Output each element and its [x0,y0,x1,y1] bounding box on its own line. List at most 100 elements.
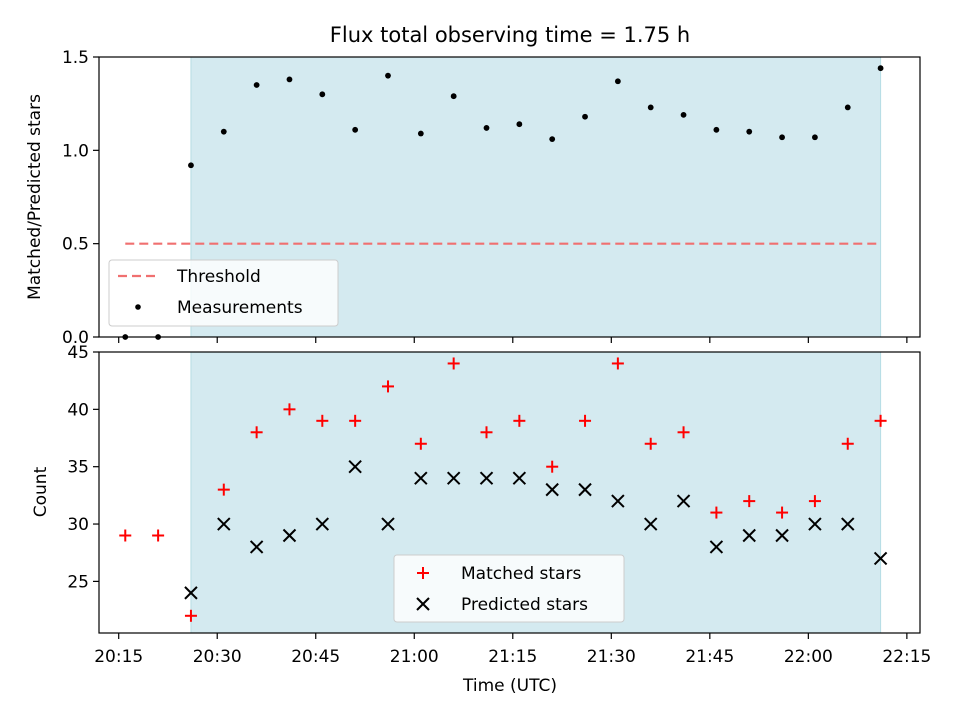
matched-star-point [677,426,690,439]
matched-star-point [808,495,821,508]
matched-star-point [644,437,657,450]
legend-measurements-swatch [135,304,141,310]
matched-star-point [579,414,592,427]
matched-star-point [546,460,559,473]
legend-measurements-label: Measurements [177,298,303,318]
top-y-axis-label: Matched/Predicted stars [25,94,45,300]
predicted-star-point [282,528,297,543]
matched-star-point [283,403,296,416]
y-tick-label: 1.5 [62,48,89,68]
x-tick-label: 21:30 [587,647,636,667]
y-tick-label: 25 [67,572,89,592]
x-tick-label: 21:45 [685,647,734,667]
matched-star-point [381,380,394,393]
bottom-y-axis-label: Count [31,466,51,517]
top-axes-frame [98,56,921,338]
measurement-point [877,65,884,72]
matched-star-point [513,414,526,427]
y-tick-label: 0.0 [62,328,89,348]
x-tick-label: 21:00 [390,647,439,667]
measurement-point [516,121,523,128]
measurement-point [812,134,818,141]
count-points [119,357,888,622]
predicted-star-point [512,471,527,485]
predicted-star-point [709,540,724,554]
legend-matched-label: Matched stars [461,564,581,584]
predicted-star-point [414,471,428,485]
predicted-star-point [348,459,362,474]
measurement-point [779,134,785,141]
matched-star-point [611,357,624,370]
bottom-legend: Matched stars Predicted stars [393,554,625,623]
matched-star-point [710,506,723,519]
measurement-point [549,136,556,143]
matched-star-point [217,483,230,496]
bottom-y-ticks: 25 30 35 40 45 [67,343,99,592]
measurement-point [253,82,260,88]
x-tick-label: 21:15 [488,647,537,667]
measurement-point [286,76,293,83]
measurement-point [680,111,687,118]
measurement-point [188,162,194,169]
measurement-point [417,130,424,137]
measurement-point [746,128,753,135]
y-tick-label: 40 [67,400,89,420]
predicted-star-point [249,540,264,554]
bottom-legend-box [393,554,625,623]
x-tick-label: 22:00 [784,647,833,667]
predicted-star-point [808,517,822,531]
measurement-point [220,128,227,135]
top-y-ticks: 0.0 0.5 1.0 1.5 [62,48,99,348]
x-tick-label: 22:15 [882,647,931,667]
measurement-point [450,93,457,100]
x-tick-label: 20:45 [291,647,340,667]
predicted-star-point [873,551,888,566]
matched-star-point [776,506,789,519]
predicted-star-point [217,517,231,531]
bottom-axes-frame [98,351,921,634]
y-tick-label: 1.0 [62,141,89,161]
measurement-point [483,125,490,131]
measurement-point [352,126,359,133]
y-tick-label: 45 [67,343,89,363]
predicted-star-point [184,586,198,600]
matched-star-point [841,437,854,450]
legend-threshold-label: Threshold [176,267,261,287]
top-legend-box [108,259,339,327]
chart-title: Flux total observing time = 1.75 h [330,23,690,47]
matched-star-point [743,495,756,508]
measurement-point [319,91,326,98]
predicted-star-point [742,528,756,543]
x-tick-label: 20:15 [94,647,143,667]
measurement-point [614,78,621,85]
predicted-star-point [578,482,592,497]
y-tick-label: 30 [67,515,89,535]
y-tick-label: 0.5 [62,235,89,255]
measurement-points [122,65,884,340]
matched-star-point [874,414,887,427]
y-tick-label: 35 [67,458,89,478]
bottom-x-ticks: 20:15 20:30 20:45 21:00 21:15 21:30 21:45 22:00… [94,633,931,667]
predicted-star-point [841,517,855,531]
top-x-ticks [118,337,908,343]
predicted-star-point [611,494,625,508]
matched-star-point [414,437,427,450]
measurement-point [647,104,654,111]
legend-predicted-swatch [416,597,430,611]
matched-star-point [316,414,329,427]
legend-predicted-label: Predicted stars [461,595,588,615]
matched-star-point [480,426,493,439]
matched-star-point [250,426,263,439]
predicted-star-point [315,517,330,531]
predicted-star-point [446,471,461,485]
top-legend: Threshold Measurements [108,259,339,327]
measurement-point [385,72,391,79]
measurement-point [582,113,588,120]
matched-star-point [119,529,132,542]
predicted-star-point [644,517,658,531]
measurement-point [713,126,720,133]
measurement-point [844,104,851,111]
bottom-panel: 25 30 35 40 45 20:15 20:30 20:45 21:00 21:15 21:3… [31,343,931,696]
predicted-star-point [545,482,559,497]
